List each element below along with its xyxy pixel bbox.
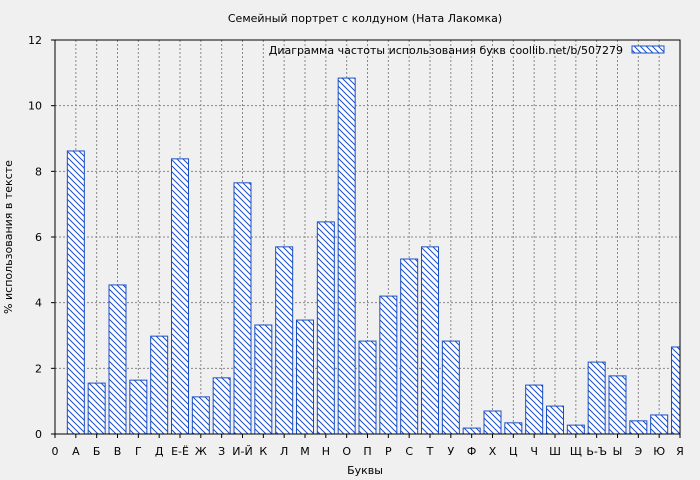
bar [233,182,252,435]
x-tick-label: Ы [613,445,623,458]
bar [525,384,544,435]
y-tick-label: 4 [35,297,42,310]
bar [191,396,210,435]
chart-title: Семейный портрет с колдуном (Ната Лакомк… [228,12,502,25]
y-tick-label: 10 [28,100,42,113]
bar [587,361,606,435]
bar [421,246,439,435]
x-tick-label: Е-Ё [171,445,189,458]
bar [379,295,398,435]
x-tick-label: М [300,445,310,458]
bar [358,340,377,435]
y-tick-label: 8 [35,165,42,178]
x-tick-label: Э [634,445,642,458]
x-tick-label: Х [489,445,497,458]
x-tick-label: Щ [570,445,582,458]
x-tick-label: Р [385,445,392,458]
y-tick-label: 12 [28,34,42,47]
x-tick-label: Ж [195,445,207,458]
y-tick-label: 2 [35,362,42,375]
x-tick-label: С [405,445,413,458]
bar [608,375,627,435]
x-tick-label: Т [426,445,434,458]
legend: Диаграмма частоты использования букв coo… [269,44,665,57]
bar [87,382,106,435]
bar [212,377,231,435]
x-tick-label: Ш [549,445,561,458]
x-tick-label: А [72,445,80,458]
bar [337,77,356,435]
bar [108,284,127,435]
bar [150,335,169,435]
x-tick-label: Г [135,445,142,458]
x-tick-label: П [363,445,371,458]
bar [66,150,85,435]
x-tick-label: Б [93,445,101,458]
x-axis: 0 А Б В Г Д Е-Ё Ж З И-Й К Л М Н О П Р С Т У Ф Х Ц Ч Ш Щ Ь-Ъ Ы Э Ю Я [52,434,684,458]
bar [316,221,335,435]
x-tick-label: В [114,445,122,458]
x-tick-label: 0 [52,445,59,458]
bar [629,420,648,435]
y-axis: 0 2 4 6 8 10 12 [28,34,55,441]
x-tick-label: И-Й [232,445,252,458]
y-tick-label: 0 [35,428,42,441]
bar [275,246,294,435]
bars [66,77,681,435]
x-tick-label: Ь-Ъ [586,445,607,458]
x-tick-label: У [447,445,454,458]
bar [566,424,585,435]
legend-label: Диаграмма частоты использования букв coo… [269,44,623,57]
bar [504,422,523,435]
bar [483,410,502,435]
y-axis-label: % использования в тексте [2,160,15,314]
x-tick-label: О [342,445,351,458]
bar [129,379,148,435]
bar [296,319,314,435]
bar [441,340,460,435]
x-tick-label: Л [280,445,288,458]
bar [546,405,564,435]
x-tick-label: Ц [509,445,518,458]
x-tick-label: З [218,445,225,458]
bar [400,258,419,435]
x-axis-label: Буквы [347,464,383,477]
legend-swatch [631,45,665,54]
x-tick-label: Ф [467,445,476,458]
y-tick-label: 6 [35,231,42,244]
x-tick-label: Д [155,445,164,458]
bar [171,158,189,435]
x-tick-label: К [259,445,267,458]
x-tick-label: Я [676,445,684,458]
bar [254,324,273,435]
x-tick-label: Ю [653,445,665,458]
bar [650,414,669,435]
bar [671,346,681,435]
x-tick-label: Ч [530,445,538,458]
bar [462,427,481,435]
x-tick-label: Н [322,445,330,458]
